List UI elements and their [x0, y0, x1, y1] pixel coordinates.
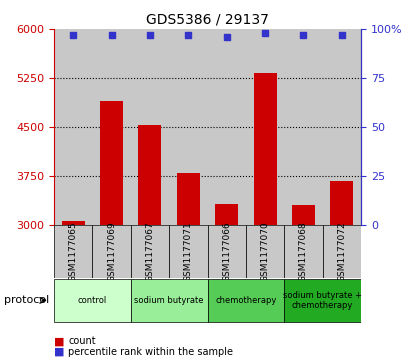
Bar	[169, 29, 208, 225]
Bar	[131, 29, 169, 225]
Bar	[330, 181, 354, 225]
Text: percentile rank within the sample: percentile rank within the sample	[68, 347, 234, 357]
Text: GSM1177070: GSM1177070	[261, 221, 270, 282]
FancyBboxPatch shape	[54, 279, 131, 322]
Title: GDS5386 / 29137: GDS5386 / 29137	[146, 12, 269, 26]
Bar	[323, 29, 361, 225]
Text: sodium butyrate +
chemotherapy: sodium butyrate + chemotherapy	[283, 291, 362, 310]
Bar	[208, 29, 246, 225]
FancyBboxPatch shape	[169, 225, 208, 278]
Bar	[284, 29, 323, 225]
Bar	[100, 101, 123, 225]
Point	[108, 32, 115, 38]
Point	[262, 30, 269, 36]
FancyBboxPatch shape	[284, 279, 361, 322]
FancyBboxPatch shape	[131, 279, 208, 322]
Bar	[254, 73, 276, 225]
Bar	[54, 29, 92, 225]
Bar	[215, 204, 238, 225]
Text: ■: ■	[54, 336, 64, 346]
Point	[146, 32, 153, 38]
Text: GSM1177068: GSM1177068	[299, 221, 308, 282]
Text: control: control	[78, 296, 107, 305]
Point	[185, 32, 192, 38]
Text: GSM1177071: GSM1177071	[184, 221, 193, 282]
Text: count: count	[68, 336, 96, 346]
Point	[70, 32, 76, 38]
Text: GSM1177072: GSM1177072	[337, 221, 347, 282]
Point	[223, 34, 230, 40]
FancyBboxPatch shape	[54, 225, 93, 278]
Bar	[139, 125, 161, 225]
Bar	[62, 221, 85, 225]
Text: sodium butyrate: sodium butyrate	[134, 296, 204, 305]
FancyBboxPatch shape	[284, 225, 323, 278]
Text: ■: ■	[54, 347, 64, 357]
Bar	[292, 205, 315, 225]
FancyBboxPatch shape	[208, 225, 246, 278]
Bar	[177, 173, 200, 225]
FancyBboxPatch shape	[246, 225, 284, 278]
FancyBboxPatch shape	[93, 225, 131, 278]
Text: GSM1177067: GSM1177067	[145, 221, 154, 282]
FancyBboxPatch shape	[208, 279, 284, 322]
FancyBboxPatch shape	[323, 225, 361, 278]
Point	[300, 32, 307, 38]
Bar	[246, 29, 284, 225]
Text: GSM1177066: GSM1177066	[222, 221, 231, 282]
Text: protocol: protocol	[4, 295, 49, 305]
Bar	[93, 29, 131, 225]
Text: GSM1177069: GSM1177069	[107, 221, 116, 282]
Text: chemotherapy: chemotherapy	[215, 296, 276, 305]
Point	[339, 32, 345, 38]
FancyBboxPatch shape	[131, 225, 169, 278]
Text: GSM1177065: GSM1177065	[68, 221, 78, 282]
